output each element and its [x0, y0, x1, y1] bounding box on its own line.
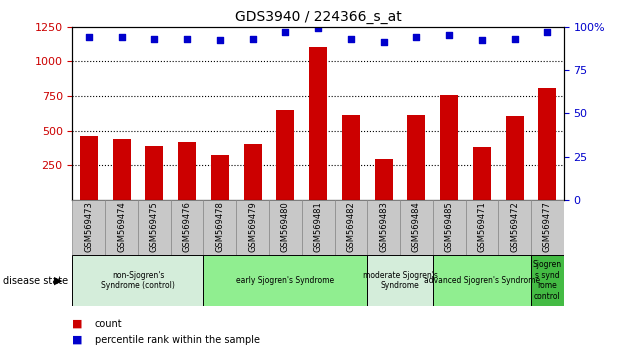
- Text: count: count: [94, 319, 122, 329]
- Bar: [269, 200, 302, 255]
- Bar: [277, 110, 294, 200]
- Bar: [105, 200, 138, 255]
- Point: [444, 32, 454, 38]
- Text: GSM569484: GSM569484: [412, 201, 421, 252]
- Text: GSM569485: GSM569485: [445, 201, 454, 252]
- Bar: [302, 200, 335, 255]
- Point: [117, 34, 127, 40]
- Point: [379, 39, 389, 45]
- Bar: [531, 200, 564, 255]
- Bar: [178, 142, 196, 200]
- Text: GSM569482: GSM569482: [346, 201, 355, 252]
- Bar: [433, 255, 531, 306]
- Bar: [309, 47, 327, 200]
- Text: GSM569471: GSM569471: [478, 201, 486, 252]
- Bar: [531, 255, 564, 306]
- Text: ■: ■: [72, 319, 83, 329]
- Bar: [138, 200, 171, 255]
- Text: ▶: ▶: [54, 275, 62, 286]
- Point: [411, 34, 421, 40]
- Bar: [367, 255, 433, 306]
- Bar: [408, 115, 425, 200]
- Bar: [72, 255, 203, 306]
- Text: GSM569476: GSM569476: [183, 201, 192, 252]
- Bar: [506, 116, 524, 200]
- Point: [149, 36, 159, 41]
- Text: GSM569477: GSM569477: [543, 201, 552, 252]
- Bar: [400, 200, 433, 255]
- Text: GSM569478: GSM569478: [215, 201, 224, 252]
- Point: [542, 29, 553, 35]
- Point: [313, 25, 323, 31]
- Bar: [203, 200, 236, 255]
- Text: Sjogren
s synd
rome
control: Sjogren s synd rome control: [533, 261, 562, 301]
- Point: [182, 36, 192, 41]
- Text: percentile rank within the sample: percentile rank within the sample: [94, 335, 260, 345]
- Bar: [433, 200, 466, 255]
- Text: early Sjogren's Syndrome: early Sjogren's Syndrome: [236, 276, 335, 285]
- Bar: [211, 155, 229, 200]
- Text: GSM569480: GSM569480: [281, 201, 290, 252]
- Point: [346, 36, 356, 41]
- Bar: [72, 200, 105, 255]
- Point: [477, 38, 487, 43]
- Point: [248, 36, 258, 41]
- Text: moderate Sjogren's
Syndrome: moderate Sjogren's Syndrome: [363, 271, 437, 290]
- Bar: [236, 200, 269, 255]
- Bar: [146, 146, 163, 200]
- Text: GSM569475: GSM569475: [150, 201, 159, 252]
- Text: GSM569483: GSM569483: [379, 201, 388, 252]
- Title: GDS3940 / 224366_s_at: GDS3940 / 224366_s_at: [235, 10, 401, 24]
- Point: [280, 29, 290, 35]
- Bar: [473, 147, 491, 200]
- Bar: [203, 255, 367, 306]
- Point: [510, 36, 520, 41]
- Text: GSM569481: GSM569481: [314, 201, 323, 252]
- Bar: [539, 87, 556, 200]
- Bar: [244, 144, 261, 200]
- Bar: [335, 200, 367, 255]
- Bar: [342, 115, 360, 200]
- Point: [215, 38, 225, 43]
- Bar: [375, 159, 392, 200]
- Bar: [440, 95, 458, 200]
- Bar: [498, 200, 531, 255]
- Bar: [171, 200, 203, 255]
- Text: advanced Sjogren's Syndrome: advanced Sjogren's Syndrome: [424, 276, 540, 285]
- Bar: [367, 200, 400, 255]
- Text: GSM569472: GSM569472: [510, 201, 519, 252]
- Text: ■: ■: [72, 335, 83, 345]
- Text: non-Sjogren's
Syndrome (control): non-Sjogren's Syndrome (control): [101, 271, 175, 290]
- Bar: [466, 200, 498, 255]
- Bar: [113, 139, 130, 200]
- Text: disease state: disease state: [3, 275, 68, 286]
- Bar: [80, 136, 98, 200]
- Text: GSM569479: GSM569479: [248, 201, 257, 252]
- Point: [84, 34, 94, 40]
- Text: GSM569474: GSM569474: [117, 201, 126, 252]
- Text: GSM569473: GSM569473: [84, 201, 93, 252]
